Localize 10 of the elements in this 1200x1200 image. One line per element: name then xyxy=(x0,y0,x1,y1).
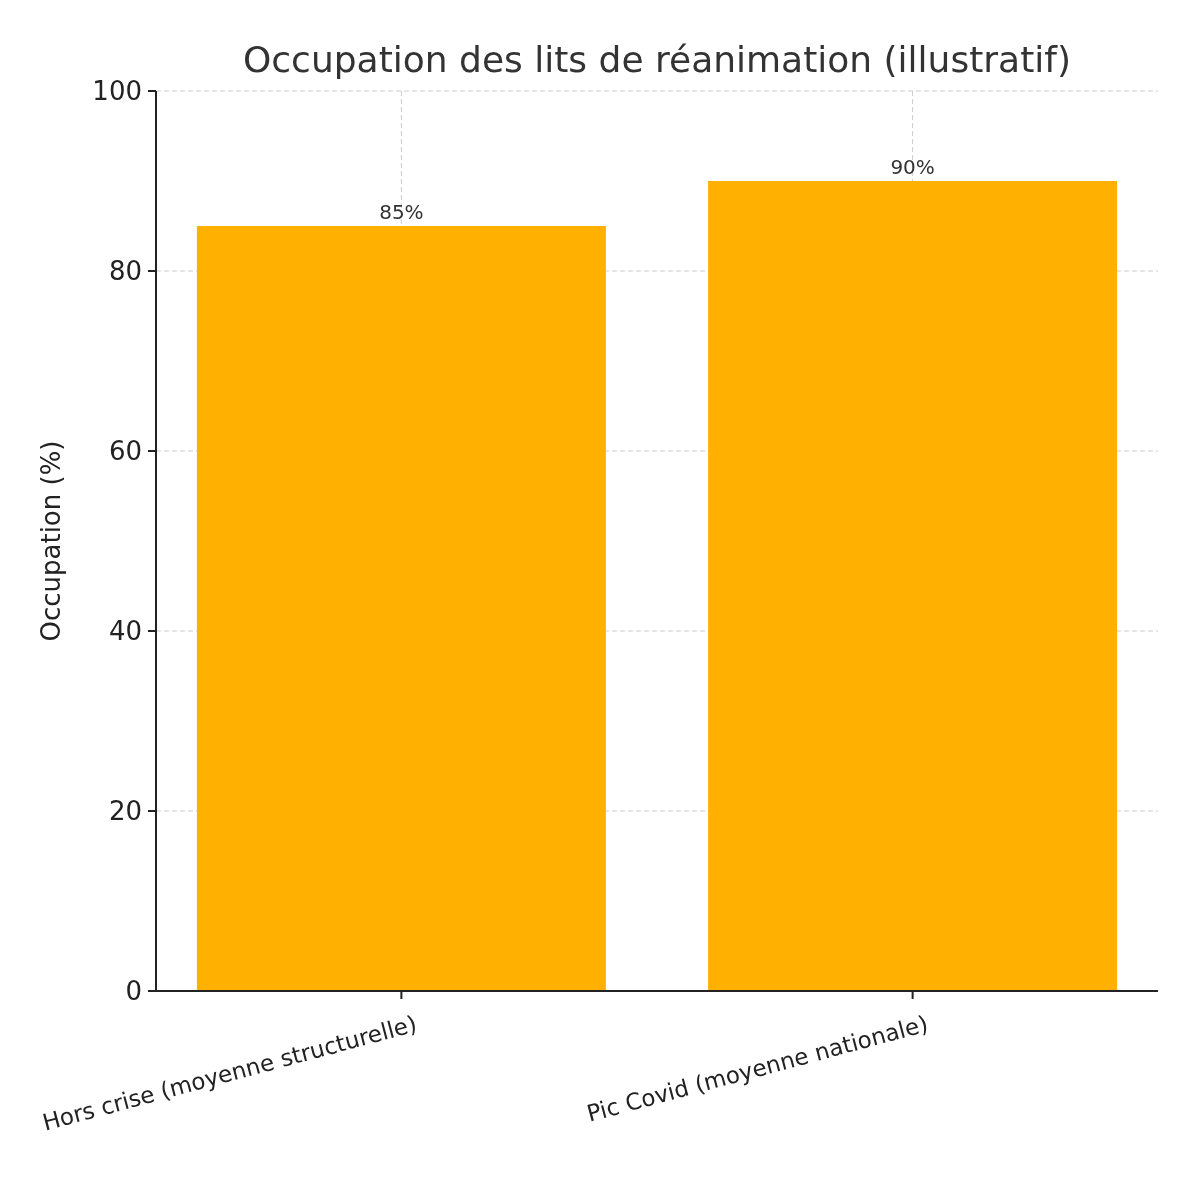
y-tick-label: 80 xyxy=(108,256,142,287)
y-tick-label: 100 xyxy=(92,76,142,107)
y-tick-label: 40 xyxy=(108,616,142,647)
y-tick-label: 20 xyxy=(108,796,142,827)
y-tick-label: 0 xyxy=(125,976,142,1007)
data-label: 90% xyxy=(890,155,935,179)
data-label: 85% xyxy=(379,200,424,224)
y-tick-label: 60 xyxy=(108,436,142,467)
y-axis-title: Occupation (%) xyxy=(36,440,66,642)
chart-title: Occupation des lits de réanimation (illustratif) xyxy=(242,39,1072,80)
